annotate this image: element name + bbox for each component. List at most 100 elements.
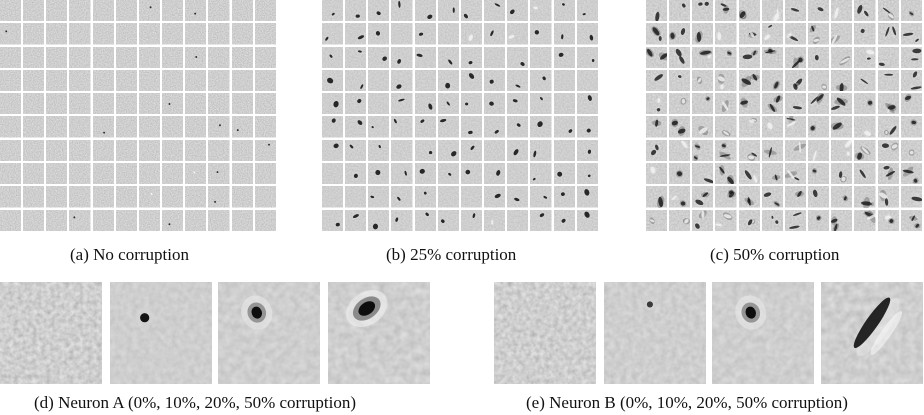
- filter-cell: [437, 116, 459, 138]
- filter-cell: [231, 116, 253, 138]
- filter-cell: [345, 186, 367, 208]
- filter-cell: [231, 93, 253, 115]
- filter-cell: [877, 139, 899, 162]
- filter-cell: [69, 209, 91, 231]
- filter-cell: [808, 116, 830, 138]
- filter-cell: [784, 23, 807, 45]
- filter-cell: [254, 0, 276, 22]
- filter-cell: [69, 139, 91, 162]
- filter-cell: [877, 163, 899, 185]
- filter-cell: [46, 23, 68, 45]
- filter-cell: [322, 46, 344, 68]
- filter-cell: [138, 46, 161, 68]
- filter-cell: [162, 46, 184, 68]
- filter-cell: [900, 186, 922, 208]
- filter-cell: [414, 209, 436, 231]
- filter-cell: [576, 139, 598, 162]
- filter-cell: [185, 46, 207, 68]
- filter-cell: [669, 46, 691, 68]
- filter-cell: [23, 209, 45, 231]
- filter-cell: [738, 46, 760, 68]
- neuron-a-0-panel: [0, 282, 102, 384]
- filter-cell: [646, 46, 668, 68]
- filter-cell: [69, 186, 91, 208]
- filter-cell: [254, 116, 276, 138]
- filter-cell: [185, 23, 207, 45]
- filter-cell: [900, 46, 922, 68]
- filter-cell: [784, 163, 807, 185]
- filter-cell: [761, 69, 783, 92]
- filter-cell: [784, 46, 807, 68]
- filter-cell: [738, 116, 760, 138]
- filter-cell: [162, 163, 184, 185]
- filter-cell: [646, 69, 668, 92]
- filter-cell: [507, 0, 529, 22]
- filter-cell: [553, 23, 575, 45]
- filter-cell: [23, 116, 45, 138]
- filter-cell: [115, 139, 137, 162]
- filter-cell: [0, 0, 22, 22]
- filter-cell: [368, 0, 390, 22]
- filter-cell: [761, 93, 783, 115]
- filter-cell: [414, 69, 436, 92]
- filter-cell: [46, 46, 68, 68]
- filter-cell: [576, 46, 598, 68]
- filter-cell: [831, 116, 853, 138]
- filter-cell: [368, 186, 390, 208]
- filter-cell: [831, 186, 853, 208]
- filter-cell: [414, 163, 436, 185]
- filter-cell: [460, 69, 483, 92]
- filter-cell: [115, 23, 137, 45]
- filter-cell: [46, 0, 68, 22]
- filter-cell: [138, 0, 161, 22]
- filter-cell: [831, 0, 853, 22]
- filter-cell: [854, 163, 876, 185]
- filter-cell: [92, 139, 114, 162]
- filter-cell: [831, 23, 853, 45]
- filter-cell: [692, 0, 714, 22]
- filter-cell: [484, 93, 506, 115]
- filter-cell: [46, 116, 68, 138]
- filter-cell: [669, 163, 691, 185]
- filter-cell: [854, 69, 876, 92]
- filter-cell: [69, 163, 91, 185]
- filter-cell: [185, 116, 207, 138]
- neuron-b-0-panel: [494, 282, 596, 384]
- filter-cell: [877, 0, 899, 22]
- filter-cell: [808, 163, 830, 185]
- filter-cell: [553, 93, 575, 115]
- filter-cell: [507, 186, 529, 208]
- filter-cell: [900, 116, 922, 138]
- filter-cell: [437, 186, 459, 208]
- filter-cell: [576, 69, 598, 92]
- filter-cell: [368, 23, 390, 45]
- filter-cell: [553, 0, 575, 22]
- filter-cell: [715, 139, 737, 162]
- filter-grid-25-corruption: [322, 0, 598, 231]
- filter-cell: [738, 186, 760, 208]
- filter-cell: [715, 116, 737, 138]
- filter-cell: [854, 186, 876, 208]
- filter-cell: [231, 46, 253, 68]
- filter-cell: [530, 163, 552, 185]
- filter-cell: [484, 0, 506, 22]
- filter-cell: [23, 186, 45, 208]
- filter-cell: [646, 163, 668, 185]
- filter-cell: [669, 139, 691, 162]
- filter-cell: [877, 186, 899, 208]
- filter-cell: [368, 163, 390, 185]
- filter-cell: [185, 186, 207, 208]
- filter-cell: [669, 116, 691, 138]
- filter-cell: [92, 163, 114, 185]
- filter-cell: [23, 46, 45, 68]
- filter-cell: [345, 93, 367, 115]
- filter-cell: [414, 116, 436, 138]
- filter-cell: [254, 69, 276, 92]
- filter-cell: [530, 46, 552, 68]
- filter-cell: [738, 93, 760, 115]
- filter-cell: [761, 163, 783, 185]
- filter-cell: [553, 46, 575, 68]
- filter-cell: [507, 163, 529, 185]
- filter-cell: [530, 0, 552, 22]
- filter-cell: [185, 69, 207, 92]
